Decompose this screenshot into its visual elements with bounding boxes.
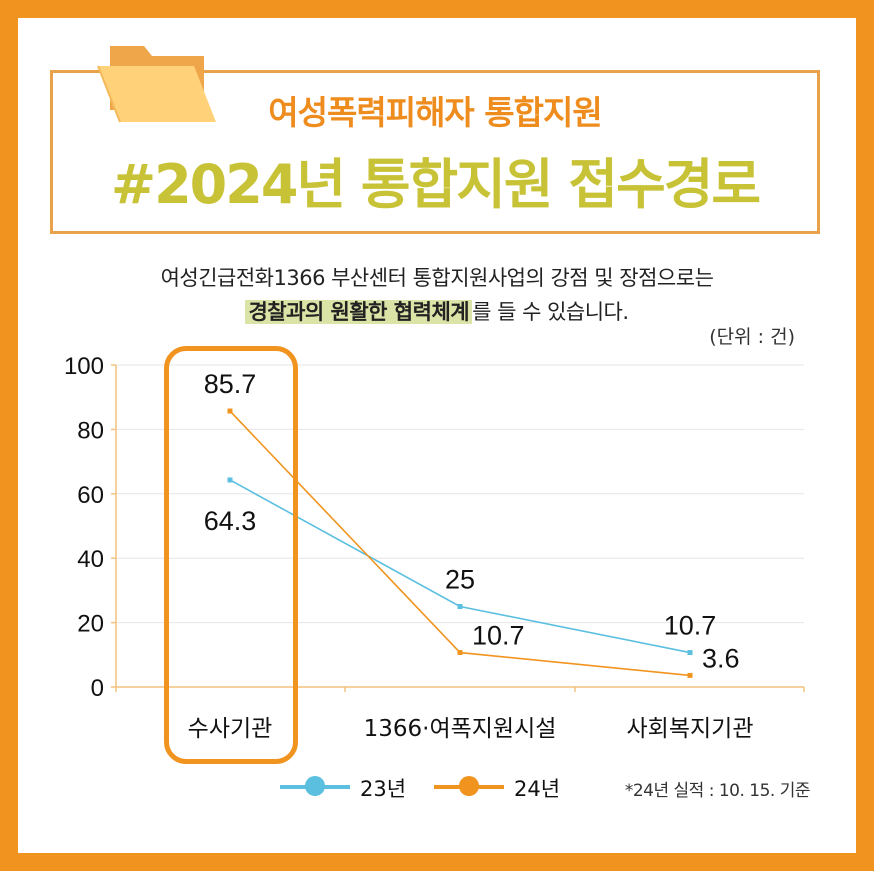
legend-label-24: 24년: [514, 777, 561, 801]
description-rest: 를 들 수 있습니다.: [472, 300, 629, 324]
header-title: #2024년 통합지원 접수경로: [110, 153, 761, 216]
data-point: [457, 604, 463, 609]
data-point: [457, 650, 463, 656]
legend-marker-23: [305, 776, 325, 796]
x-category-label: 수사기관: [188, 716, 273, 742]
x-category-label: 사회복지기관: [627, 716, 754, 742]
x-category-label: 1366·여폭지원시설: [364, 716, 557, 742]
highlight-box-category: [164, 346, 298, 764]
y-tick-label: 0: [91, 675, 104, 702]
data-point: [227, 408, 233, 414]
data-label: 10.7: [472, 621, 525, 651]
data-label: 25: [445, 565, 475, 595]
data-point: [687, 672, 693, 678]
description-line-2: 경찰과의 원활한 협력체계 를 들 수 있습니다.: [0, 296, 874, 326]
data-label: 10.7: [664, 611, 717, 641]
legend-label-23: 23년: [360, 777, 407, 801]
y-tick-label: 100: [64, 353, 104, 380]
folder-icon: [97, 46, 216, 123]
unit-label: (단위 : 건): [709, 326, 795, 348]
description-line-1: 여성긴급전화1366 부산센터 통합지원사업의 강점 및 장점으로는: [160, 266, 714, 290]
y-tick-label: 80: [77, 417, 104, 444]
legend-marker-24: [459, 776, 479, 796]
data-label: 85.7: [204, 369, 257, 399]
y-tick-label: 40: [77, 546, 104, 573]
y-tick-label: 60: [77, 482, 104, 509]
data-label: 64.3: [204, 506, 257, 536]
description-highlight: 경찰과의 원활한 협력체계: [245, 300, 473, 324]
data-label: 3.6: [702, 643, 740, 673]
series-line-24년: [229, 410, 691, 677]
footnote: *24년 실적 : 10. 15. 기준: [624, 781, 811, 801]
data-point: [227, 477, 233, 483]
header-subtitle: 여성폭력피해자 통합지원: [268, 93, 602, 132]
data-point: [687, 650, 693, 656]
y-tick-label: 20: [77, 611, 104, 638]
